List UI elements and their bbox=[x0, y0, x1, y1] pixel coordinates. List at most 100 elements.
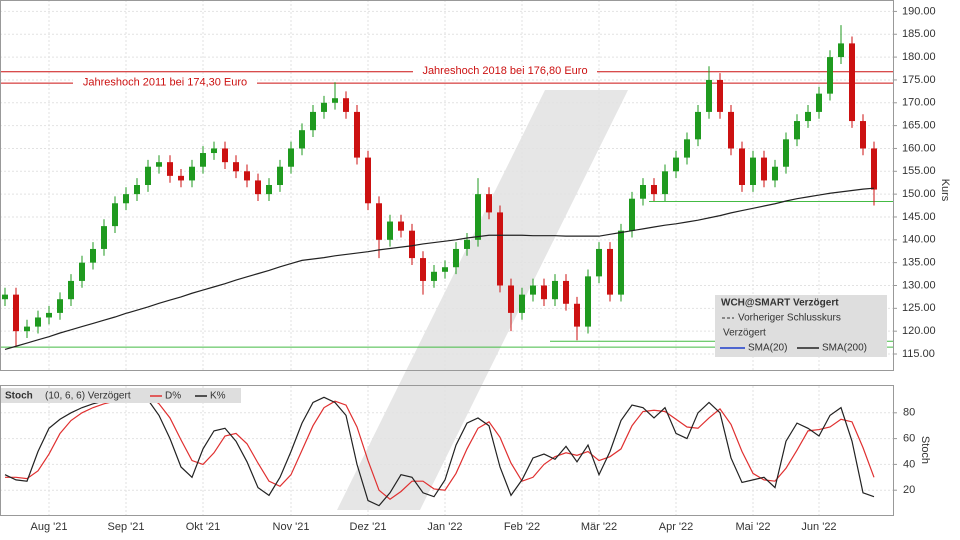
candle-body bbox=[519, 294, 525, 313]
watermark bbox=[337, 90, 628, 510]
candle-body bbox=[739, 148, 745, 185]
candle-body bbox=[255, 180, 261, 195]
candle-body bbox=[695, 111, 701, 140]
candle-body bbox=[607, 248, 613, 295]
sma-line bbox=[4, 187, 875, 351]
x-tick-label: Sep '21 bbox=[108, 521, 145, 533]
y-tick-label: 125.00 bbox=[902, 302, 936, 314]
candle-body bbox=[79, 262, 85, 281]
candle-body bbox=[13, 294, 19, 332]
candle-body bbox=[299, 130, 305, 149]
y-tick-label: 150.00 bbox=[902, 188, 936, 200]
x-tick-label: Okt '21 bbox=[186, 521, 221, 533]
candle-body bbox=[189, 166, 195, 181]
candle-body bbox=[662, 171, 668, 195]
candle-body bbox=[35, 317, 41, 327]
candle-body bbox=[46, 312, 52, 318]
candle-body bbox=[398, 221, 404, 231]
legend-entry: SMA(20) bbox=[748, 343, 787, 354]
annotation-bg bbox=[413, 65, 597, 77]
candle-body bbox=[112, 203, 118, 227]
candle-body bbox=[706, 79, 712, 112]
y-tick-label: 185.00 bbox=[902, 28, 936, 40]
stoch-header: Stoch (10, 6, 6) Verzögert D% K% bbox=[1, 388, 241, 403]
y-tick-label: 20 bbox=[903, 484, 915, 496]
candle-body bbox=[772, 166, 778, 181]
stoch-title: Stoch bbox=[5, 391, 33, 402]
candle-body bbox=[475, 194, 481, 240]
legend: WCH@SMART Verzögert Vorheriger Schlussku… bbox=[715, 295, 887, 357]
x-tick-label: Nov '21 bbox=[273, 521, 310, 533]
x-tick-label: Feb '22 bbox=[504, 521, 540, 533]
candle-body bbox=[816, 93, 822, 112]
y-tick-label: 170.00 bbox=[902, 97, 936, 109]
candle-body bbox=[585, 276, 591, 327]
legend-entry: SMA(200) bbox=[822, 343, 867, 354]
price-frame bbox=[0, 0, 894, 371]
candle-body bbox=[750, 157, 756, 185]
y-tick-label: 155.00 bbox=[902, 165, 936, 177]
y-tick-label: 40 bbox=[903, 458, 915, 470]
candle-body bbox=[211, 148, 217, 154]
candle-body bbox=[332, 98, 338, 103]
candle-body bbox=[343, 98, 349, 112]
x-tick-label: Dez '21 bbox=[350, 521, 387, 533]
candle-body bbox=[90, 248, 96, 263]
candle-body bbox=[629, 198, 635, 231]
y-axis-label: Stoch bbox=[919, 436, 931, 464]
candle-body bbox=[717, 79, 723, 112]
header-box bbox=[1, 388, 241, 403]
candle-body bbox=[827, 57, 833, 94]
candle-body bbox=[849, 43, 855, 122]
candle-body bbox=[596, 248, 602, 277]
marks: Jahreshoch 2018 bei 176,80 Euro Jahreshoc… bbox=[0, 25, 893, 507]
candle-body bbox=[871, 148, 877, 190]
candle-body bbox=[860, 121, 866, 149]
candle-body bbox=[574, 303, 580, 327]
stoch-frame bbox=[0, 385, 894, 516]
y-tick-label: 160.00 bbox=[902, 142, 936, 154]
candle-body bbox=[530, 285, 536, 295]
candle-body bbox=[409, 230, 415, 259]
legend-box bbox=[715, 295, 887, 357]
candle-body bbox=[453, 248, 459, 268]
y-tick-label: 140.00 bbox=[902, 234, 936, 246]
candle-body bbox=[134, 185, 140, 195]
annotation: Jahreshoch 2018 bei 176,80 Euro bbox=[422, 65, 587, 77]
candle-body bbox=[805, 111, 811, 122]
candle-body bbox=[728, 111, 734, 149]
candle-body bbox=[783, 139, 789, 167]
candle-body bbox=[145, 166, 151, 185]
candle-body bbox=[464, 239, 470, 249]
candle-body bbox=[288, 148, 294, 167]
legend-title: WCH@SMART Verzögert bbox=[721, 298, 839, 309]
x-tick-label: Jun '22 bbox=[801, 521, 836, 533]
candle-body bbox=[24, 326, 30, 332]
y-tick-label: 135.00 bbox=[902, 257, 936, 269]
candle-body bbox=[761, 157, 767, 181]
candle-body bbox=[794, 121, 800, 140]
y-tick-label: 120.00 bbox=[902, 325, 936, 337]
y-tick-label: 180.00 bbox=[902, 51, 936, 63]
legend-entry: Vorheriger Schlusskurs bbox=[738, 313, 841, 324]
x-tick-label: Mai '22 bbox=[735, 521, 770, 533]
candle-body bbox=[266, 185, 272, 195]
candle-body bbox=[354, 111, 360, 158]
candle-body bbox=[508, 285, 514, 313]
candle-body bbox=[563, 280, 569, 304]
legend-entry: D% bbox=[165, 391, 181, 402]
candle-body bbox=[200, 153, 206, 167]
candle-body bbox=[420, 258, 426, 281]
candle-body bbox=[684, 139, 690, 158]
candle-body bbox=[541, 285, 547, 300]
y-axis-label: Kurs bbox=[939, 179, 951, 202]
y-tick-label: 190.00 bbox=[902, 5, 936, 17]
x-tick-label: Aug '21 bbox=[31, 521, 68, 533]
candle-body bbox=[673, 157, 679, 172]
candle-body bbox=[640, 185, 646, 199]
candle-body bbox=[497, 212, 503, 286]
candle-body bbox=[233, 162, 239, 172]
legend-entry: Verzögert bbox=[723, 328, 766, 339]
candle-body bbox=[222, 148, 228, 163]
